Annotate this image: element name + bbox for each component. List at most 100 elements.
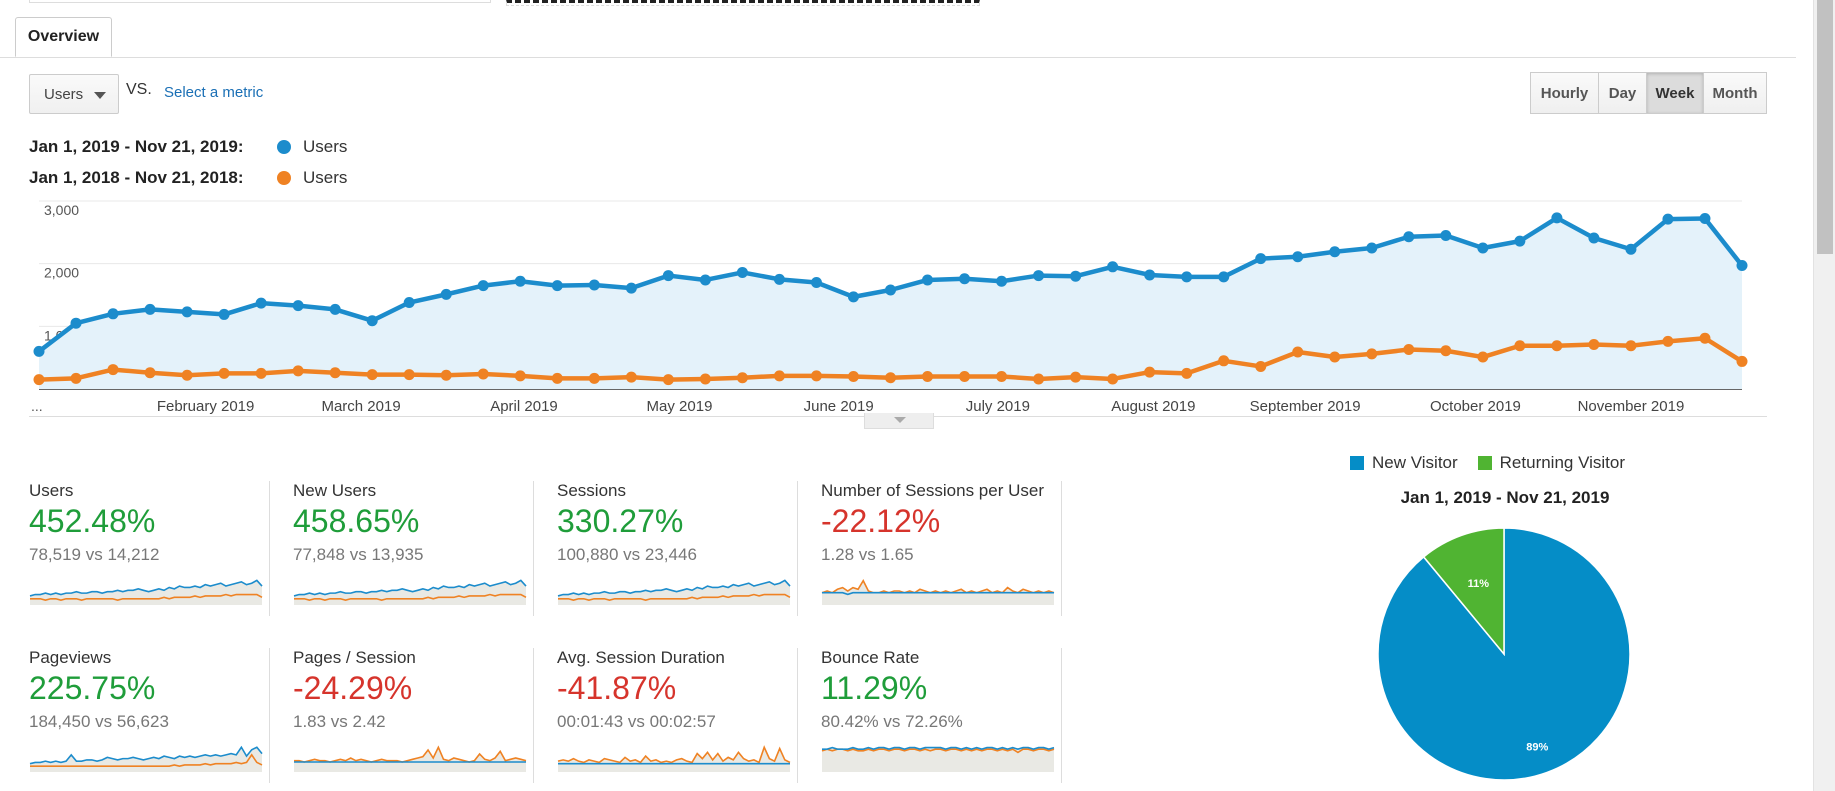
users-2019-point[interactable] [1033,270,1045,282]
users-2019-point[interactable] [33,345,45,357]
scorecard-bounce-rate[interactable]: Bounce Rate 11.29% 80.42% vs 72.26% [821,648,1062,783]
users-2018-point[interactable] [959,370,971,382]
users-2019-point[interactable] [1440,229,1452,241]
users-2019-point[interactable] [107,308,119,320]
metric-select[interactable]: Users [29,74,119,114]
users-2019-point[interactable] [662,270,674,282]
users-2018-point[interactable] [107,364,119,376]
users-2018-point[interactable] [1588,339,1600,351]
tab-overview[interactable]: Overview [15,17,112,57]
users-2019-point[interactable] [477,280,489,292]
users-2018-point[interactable] [551,372,563,384]
users-2018-point[interactable] [403,369,415,381]
pie-slice-returning-visitor[interactable] [1422,527,1505,657]
users-2018-point[interactable] [1477,351,1489,363]
users-2018-point[interactable] [218,367,230,379]
users-2018-point[interactable] [1033,373,1045,385]
users-2019-point[interactable] [329,303,341,315]
users-2019-point[interactable] [551,280,563,292]
users-2018-point[interactable] [1625,340,1637,352]
users-2018-point[interactable] [514,370,526,382]
users-2018-point[interactable] [1218,355,1230,367]
users-2018-point[interactable] [70,372,82,384]
users-2018-point[interactable] [1514,340,1526,352]
users-2018-point[interactable] [810,370,822,382]
scorecard-avg-session-duration[interactable]: Avg. Session Duration -41.87% 00:01:43 vs … [557,648,798,783]
users-2018-point[interactable] [773,370,785,382]
users-2018-point[interactable] [736,372,748,384]
users-2018-point[interactable] [477,368,489,380]
scrollbar-thumb[interactable] [1817,0,1833,254]
users-2019-point[interactable] [1403,231,1415,243]
users-2019-point[interactable] [1736,260,1748,272]
users-2019-point[interactable] [922,274,934,286]
day-button[interactable]: Day [1598,72,1647,114]
page-scrollbar[interactable] [1813,0,1835,791]
users-2019-point[interactable] [70,317,82,329]
select-metric-link[interactable]: Select a metric [164,84,264,101]
users-2019-point[interactable] [255,297,267,309]
users-2019-point[interactable] [1625,243,1637,255]
users-2019-point[interactable] [736,266,748,278]
users-2019-point[interactable] [1366,242,1378,254]
users-2018-point[interactable] [1107,373,1119,385]
week-button[interactable]: Week [1646,72,1704,114]
users-2019-point[interactable] [1662,213,1674,225]
users-2018-point[interactable] [33,374,45,386]
users-2019-point[interactable] [1218,271,1230,283]
scorecard-sessions[interactable]: Sessions 330.27% 100,880 vs 23,446 [557,481,798,616]
users-2019-point[interactable] [1699,213,1711,225]
users-2018-point[interactable] [847,370,859,382]
users-2018-point[interactable] [1144,366,1156,378]
users-2018-point[interactable] [588,372,600,384]
users-2018-point[interactable] [366,369,378,381]
users-2018-point[interactable] [329,367,341,379]
users-2019-point[interactable] [625,282,637,294]
users-2018-point[interactable] [1070,371,1082,383]
users-2019-point[interactable] [699,274,711,286]
users-2018-point[interactable] [181,369,193,381]
users-2019-point[interactable] [181,306,193,318]
users-2019-point[interactable] [1144,269,1156,281]
pie-legend-new[interactable]: New Visitor [1372,453,1458,472]
users-2019-point[interactable] [1107,261,1119,273]
users-2018-point[interactable] [255,367,267,379]
comparison-field[interactable] [506,0,980,6]
users-2018-point[interactable] [1699,332,1711,344]
users-2019-point[interactable] [144,303,156,315]
users-2018-point[interactable] [144,367,156,379]
users-2019-point[interactable] [440,288,452,300]
users-2018-point[interactable] [662,374,674,386]
scorecard-pages-session[interactable]: Pages / Session -24.29% 1.83 vs 2.42 [293,648,534,783]
users-2018-point[interactable] [996,370,1008,382]
users-2018-point[interactable] [1255,360,1267,372]
users-2019-point[interactable] [959,273,971,285]
users-2019-point[interactable] [847,291,859,303]
users-2019-point[interactable] [1477,242,1489,254]
month-button[interactable]: Month [1703,72,1767,114]
scorecard-pageviews[interactable]: Pageviews 225.75% 184,450 vs 56,623 [29,648,270,783]
scorecard-new-users[interactable]: New Users 458.65% 77,848 vs 13,935 [293,481,534,616]
users-2018-point[interactable] [885,372,896,384]
users-2018-point[interactable] [1440,345,1452,357]
users-2019-point[interactable] [403,297,415,309]
users-2019-point[interactable] [1588,232,1600,244]
users-2018-point[interactable] [1736,355,1748,367]
users-2018-point[interactable] [1551,340,1563,352]
users-2019-point[interactable] [773,273,785,285]
users-2019-point[interactable] [996,275,1008,287]
users-2019-point[interactable] [1255,253,1267,265]
pie-legend-returning[interactable]: Returning Visitor [1499,453,1626,472]
users-2018-point[interactable] [1329,351,1341,363]
users-2019-point[interactable] [885,284,896,296]
users-2019-point[interactable] [514,275,526,287]
users-2019-point[interactable] [292,300,304,312]
users-2019-point[interactable] [1551,212,1563,224]
scorecard-users[interactable]: Users 452.48% 78,519 vs 14,212 [29,481,270,616]
users-2019-point[interactable] [1292,251,1304,263]
users-2019-point[interactable] [588,279,600,291]
users-2018-point[interactable] [1292,346,1304,358]
users-2018-point[interactable] [699,373,711,385]
users-2018-point[interactable] [922,370,934,382]
users-2018-point[interactable] [1366,348,1378,360]
